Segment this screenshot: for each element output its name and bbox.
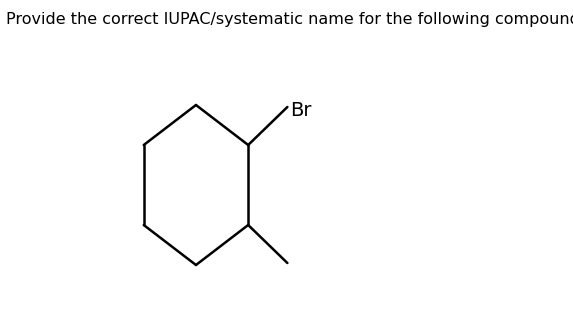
Text: Br: Br: [291, 101, 312, 120]
Text: Provide the correct IUPAC/systematic name for the following compound.: Provide the correct IUPAC/systematic nam…: [6, 12, 573, 27]
